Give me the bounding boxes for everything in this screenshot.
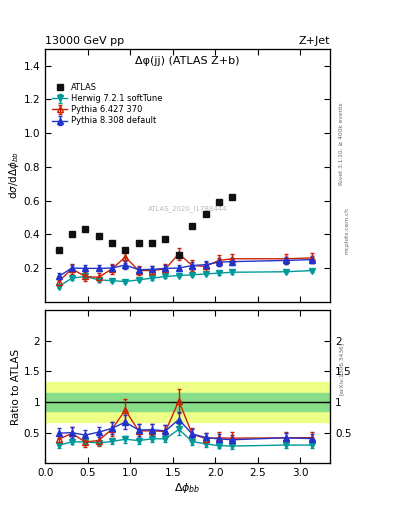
ATLAS (230, 194, 235, 200)
ATLAS (136, 240, 141, 246)
Text: ATLAS_2020_I1788444: ATLAS_2020_I1788444 (148, 205, 228, 211)
Text: Rivet 3.1.10, ≥ 400k events: Rivet 3.1.10, ≥ 400k events (339, 102, 344, 185)
Bar (45, 393, 330, 411)
ATLAS (150, 240, 154, 246)
ATLAS (217, 199, 221, 205)
ATLAS (56, 247, 61, 253)
Y-axis label: d$\sigma$/d$\Delta\phi_{bb}$: d$\sigma$/d$\Delta\phi_{bb}$ (7, 151, 21, 199)
Text: [arXiv:1306.3436]: [arXiv:1306.3436] (339, 342, 344, 395)
Bar (45, 382, 330, 421)
Text: 13000 GeV pp: 13000 GeV pp (45, 36, 124, 47)
Legend: ATLAS, Herwig 7.2.1 softTune, Pythia 6.427 370, Pythia 8.308 default: ATLAS, Herwig 7.2.1 softTune, Pythia 6.4… (52, 83, 162, 125)
ATLAS (70, 231, 74, 238)
ATLAS (176, 251, 181, 258)
ATLAS (163, 236, 168, 242)
Line: ATLAS: ATLAS (55, 194, 236, 258)
X-axis label: $\Delta\phi_{bb}$: $\Delta\phi_{bb}$ (174, 481, 201, 495)
Text: mcplots.cern.ch: mcplots.cern.ch (345, 207, 350, 254)
ATLAS (96, 233, 101, 239)
Text: Δφ(jj) (ATLAS Z+b): Δφ(jj) (ATLAS Z+b) (136, 56, 240, 66)
ATLAS (190, 223, 195, 229)
ATLAS (203, 211, 208, 217)
Y-axis label: Ratio to ATLAS: Ratio to ATLAS (11, 349, 21, 425)
Text: Z+Jet: Z+Jet (299, 36, 330, 47)
ATLAS (110, 240, 114, 246)
ATLAS (83, 226, 88, 232)
ATLAS (123, 247, 128, 253)
